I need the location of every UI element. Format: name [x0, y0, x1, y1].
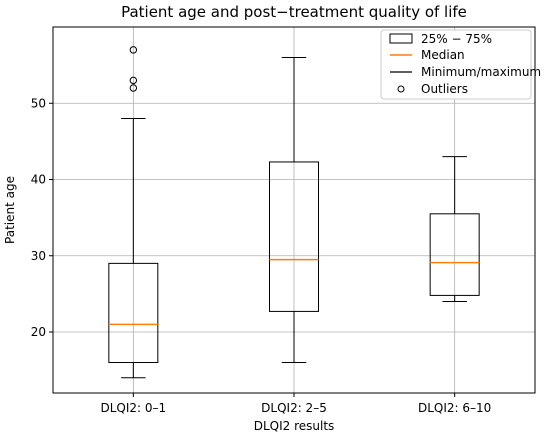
legend-outlier-swatch — [397, 85, 405, 93]
x-tick-label: DLQI2: 2–5 — [261, 401, 327, 415]
y-tick-label: 50 — [31, 96, 46, 110]
y-axis-label: Patient age — [3, 176, 17, 244]
y-tick-label: 20 — [31, 325, 46, 339]
legend-label-outliers: Outliers — [421, 82, 468, 96]
x-axis-label: DLQI2 results — [254, 419, 335, 433]
y-tick-label: 40 — [31, 173, 46, 187]
legend-label-box: 25% − 75% — [421, 32, 492, 46]
iqr-box — [269, 161, 319, 312]
legend: 25% − 75% Median Minimum/maximum Outlier… — [380, 29, 541, 100]
legend-label-minmax: Minimum/maximum — [421, 65, 541, 79]
outlier-point — [129, 46, 138, 54]
legend-label-median: Median — [421, 48, 465, 62]
y-tick-label: 30 — [31, 249, 46, 263]
x-tick-label: DLQI2: 6–10 — [418, 401, 491, 415]
iqr-box — [429, 213, 480, 296]
box-group — [108, 46, 159, 379]
iqr-box — [108, 262, 159, 363]
outlier-point — [129, 84, 138, 92]
box-group — [269, 57, 319, 363]
x-tick-label: DLQI2: 0–1 — [100, 401, 166, 415]
boxes — [108, 46, 480, 379]
legend-box-swatch — [389, 33, 413, 44]
box-group — [429, 156, 480, 302]
axes: 20 30 40 50 DLQI2: 0–1 DLQI2: 2–5 DLQI2: 6–10 — [31, 96, 492, 415]
legend-frame — [380, 29, 532, 100]
chart-title: Patient age and post−treatment quality o… — [121, 3, 467, 21]
outlier-point — [129, 76, 138, 85]
